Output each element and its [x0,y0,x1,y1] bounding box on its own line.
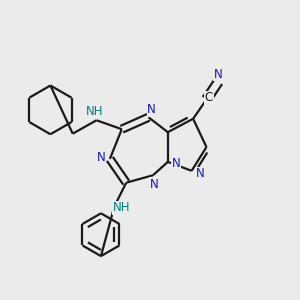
Text: NH: NH [86,106,104,118]
Text: N: N [196,167,204,180]
Text: NH: NH [113,202,130,214]
Text: N: N [172,157,181,170]
Text: N: N [214,68,223,81]
Text: C: C [205,92,213,104]
Text: N: N [147,103,156,116]
Text: N: N [97,151,105,164]
Text: N: N [150,178,159,191]
